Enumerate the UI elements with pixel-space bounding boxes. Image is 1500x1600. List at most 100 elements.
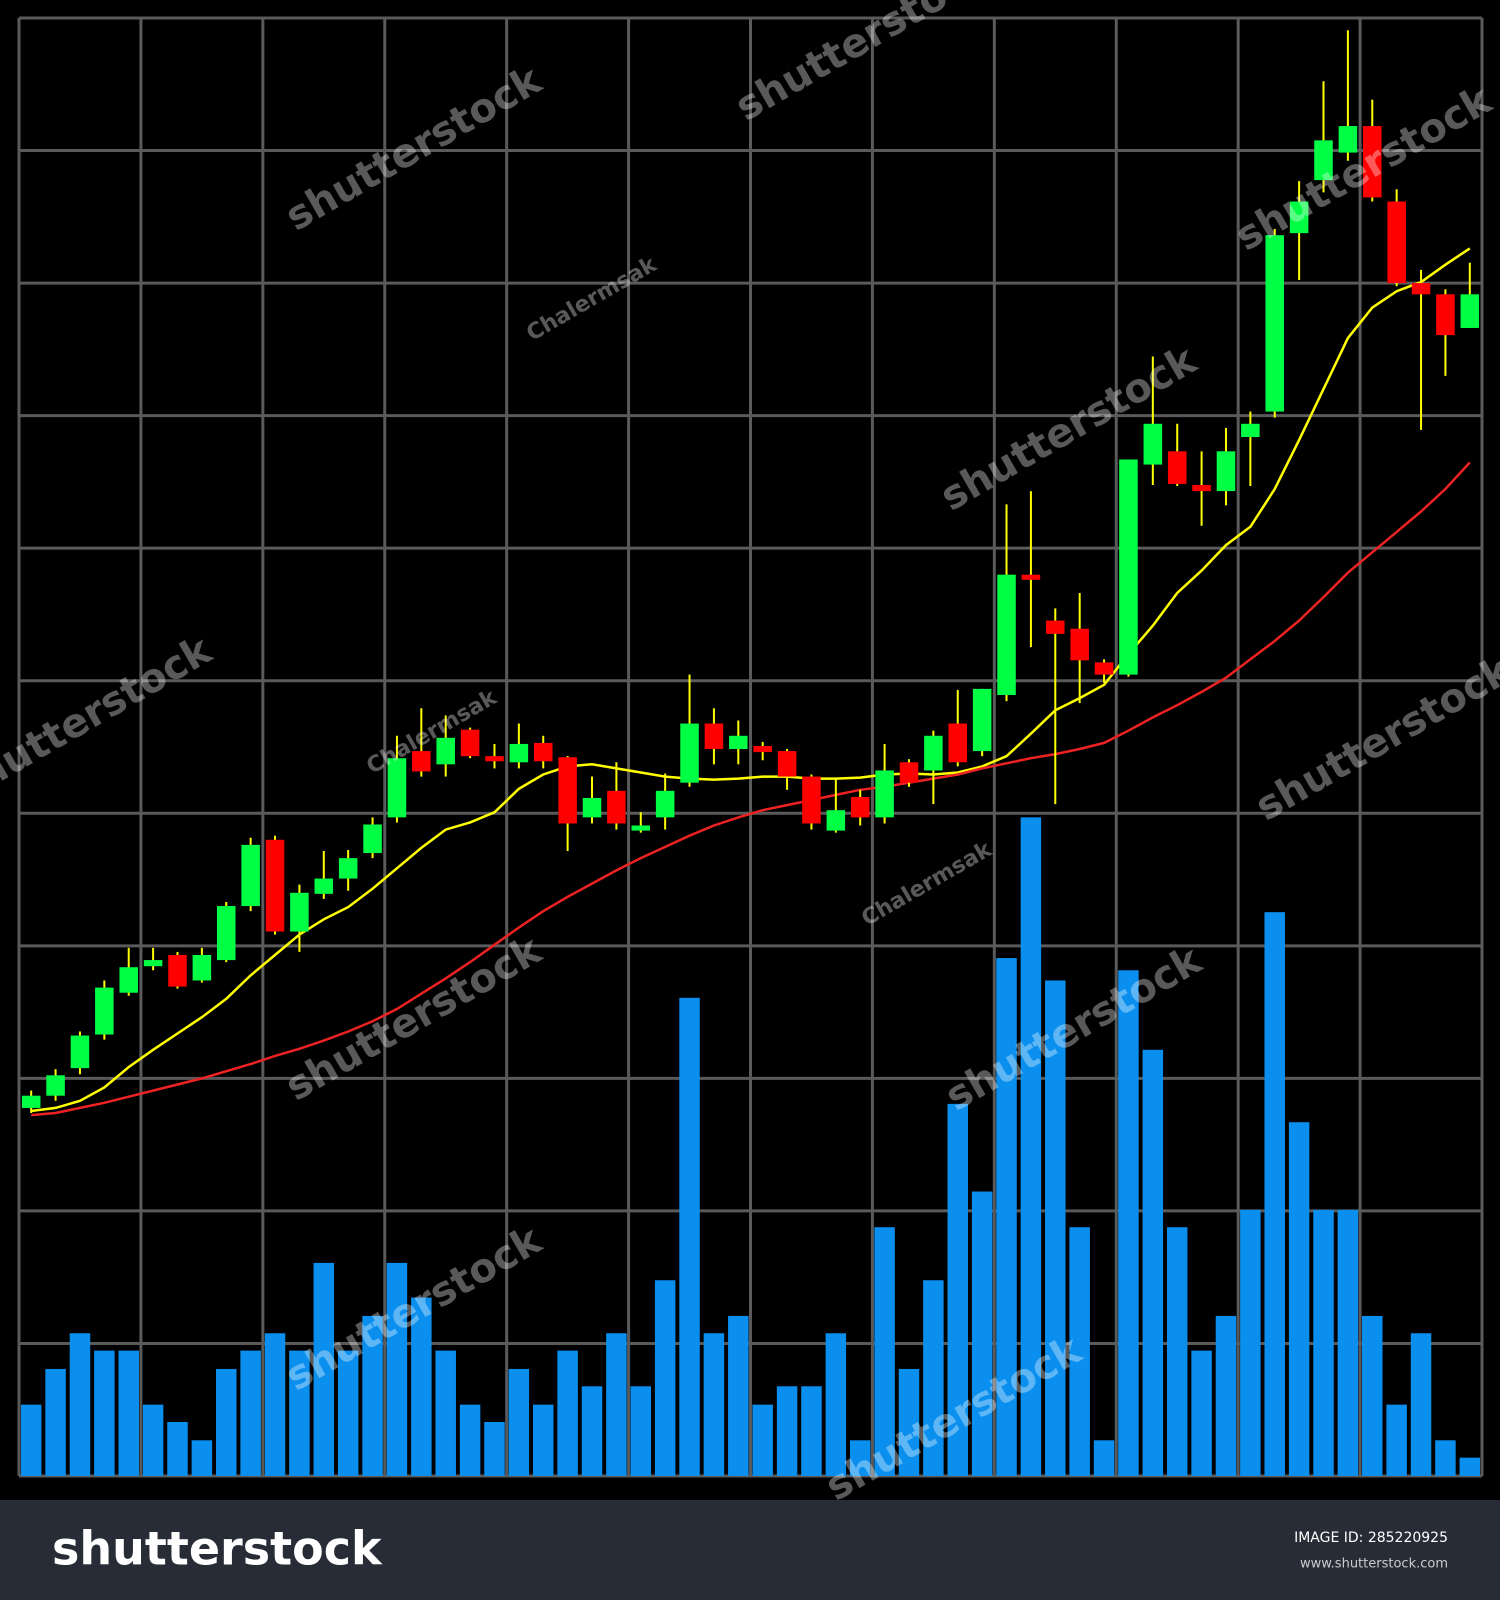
volume-bar [264, 1333, 286, 1476]
candle-body [314, 878, 334, 894]
candle-body [1363, 126, 1382, 198]
volume-bar [1166, 1227, 1188, 1476]
candle-body [1216, 451, 1236, 492]
volume-bar [459, 1404, 481, 1476]
candle-body [70, 1035, 90, 1069]
candle-body [1314, 140, 1333, 181]
candle-body [631, 825, 651, 831]
candle-body [192, 954, 212, 981]
candle-body [119, 967, 138, 993]
candle-body [46, 1075, 65, 1096]
volume-bar [289, 1350, 310, 1476]
volume-bar [776, 1386, 798, 1476]
volume-bar [362, 1315, 383, 1476]
volume-bar [1045, 980, 1066, 1476]
volume-bar [118, 1350, 139, 1476]
candle-body [143, 960, 163, 967]
volume-bar [411, 1297, 432, 1476]
volume-bar [1240, 1209, 1261, 1476]
candle-body [1167, 451, 1187, 484]
candle-body [875, 770, 894, 818]
candle-body [1119, 459, 1138, 675]
volume-bar [654, 1280, 676, 1476]
volume-bar [728, 1315, 749, 1476]
candle-body [1070, 628, 1089, 661]
candle-body [753, 745, 772, 753]
candle-body [582, 797, 602, 818]
candle-body [1021, 574, 1041, 580]
volume-bar [606, 1333, 627, 1476]
volume-bar [1459, 1457, 1481, 1476]
volume-bar [898, 1368, 920, 1476]
volume-bar [313, 1262, 335, 1476]
volume-bar [45, 1368, 66, 1476]
candle-body [387, 758, 407, 818]
footer-bar [0, 1500, 1500, 1600]
volume-bar [1313, 1209, 1334, 1476]
volume-bar [435, 1350, 456, 1476]
volume-bar [1215, 1315, 1237, 1476]
candle-body [1192, 484, 1211, 492]
volume-bar [1410, 1333, 1432, 1476]
website: www.shutterstock.com [1300, 1557, 1448, 1572]
candle-body [655, 790, 675, 818]
volume-bar [20, 1404, 42, 1476]
candle-body [509, 743, 529, 763]
volume-bar [1435, 1440, 1456, 1476]
candle-body [21, 1095, 41, 1108]
volume-bar [1288, 1122, 1310, 1476]
candle-body [1265, 235, 1285, 412]
volume-bar [1337, 1209, 1359, 1476]
candle-body [802, 776, 821, 824]
volume-bar [386, 1262, 408, 1476]
candle-body [1046, 620, 1065, 634]
volume-bar [801, 1386, 822, 1476]
candle-body [485, 756, 504, 762]
candle-body [704, 723, 724, 750]
volume-bar [752, 1404, 773, 1476]
volume-bar [142, 1404, 164, 1476]
footer-logo: shutterstock [52, 1522, 383, 1576]
volume-bar [484, 1421, 505, 1476]
volume-bar [1020, 817, 1042, 1476]
candle-body [338, 858, 358, 879]
candle-body [412, 751, 431, 772]
candle-body [680, 723, 699, 783]
candle-body [558, 757, 577, 824]
candle-body [850, 796, 870, 818]
volume-bar [216, 1368, 237, 1476]
volume-bar [996, 958, 1017, 1476]
volume-bar [971, 1191, 993, 1476]
volume-bar [337, 1350, 359, 1476]
volume-bar [849, 1440, 871, 1476]
candle-body [899, 762, 919, 783]
moving-average-line [31, 461, 1471, 1117]
volume-bar [703, 1333, 725, 1476]
candle-body [168, 954, 187, 987]
volume-bar [825, 1333, 847, 1476]
volume-bar [1142, 1049, 1164, 1476]
candle-body [972, 688, 992, 752]
candle-body [1460, 294, 1480, 328]
candle-body [1241, 423, 1260, 438]
candle-body [1436, 294, 1455, 336]
candle-body [997, 574, 1016, 696]
volume-bar [947, 1103, 968, 1476]
volume-bar [1386, 1404, 1407, 1476]
candle-body [1338, 126, 1358, 153]
candle-body [1289, 201, 1309, 234]
candle-body [948, 723, 968, 763]
volume-bar [1191, 1350, 1212, 1476]
candle-body [1094, 662, 1114, 675]
volume-bar [191, 1440, 213, 1476]
volume-bar [1093, 1440, 1115, 1476]
candle-body [95, 987, 114, 1035]
candle-body [363, 824, 382, 854]
volume-bar [630, 1386, 652, 1476]
moving-average-line [31, 247, 1471, 1113]
volume-bar [923, 1280, 944, 1476]
candle-body [924, 735, 943, 771]
volume-bar [1264, 912, 1285, 1476]
volume-bar [679, 997, 700, 1476]
